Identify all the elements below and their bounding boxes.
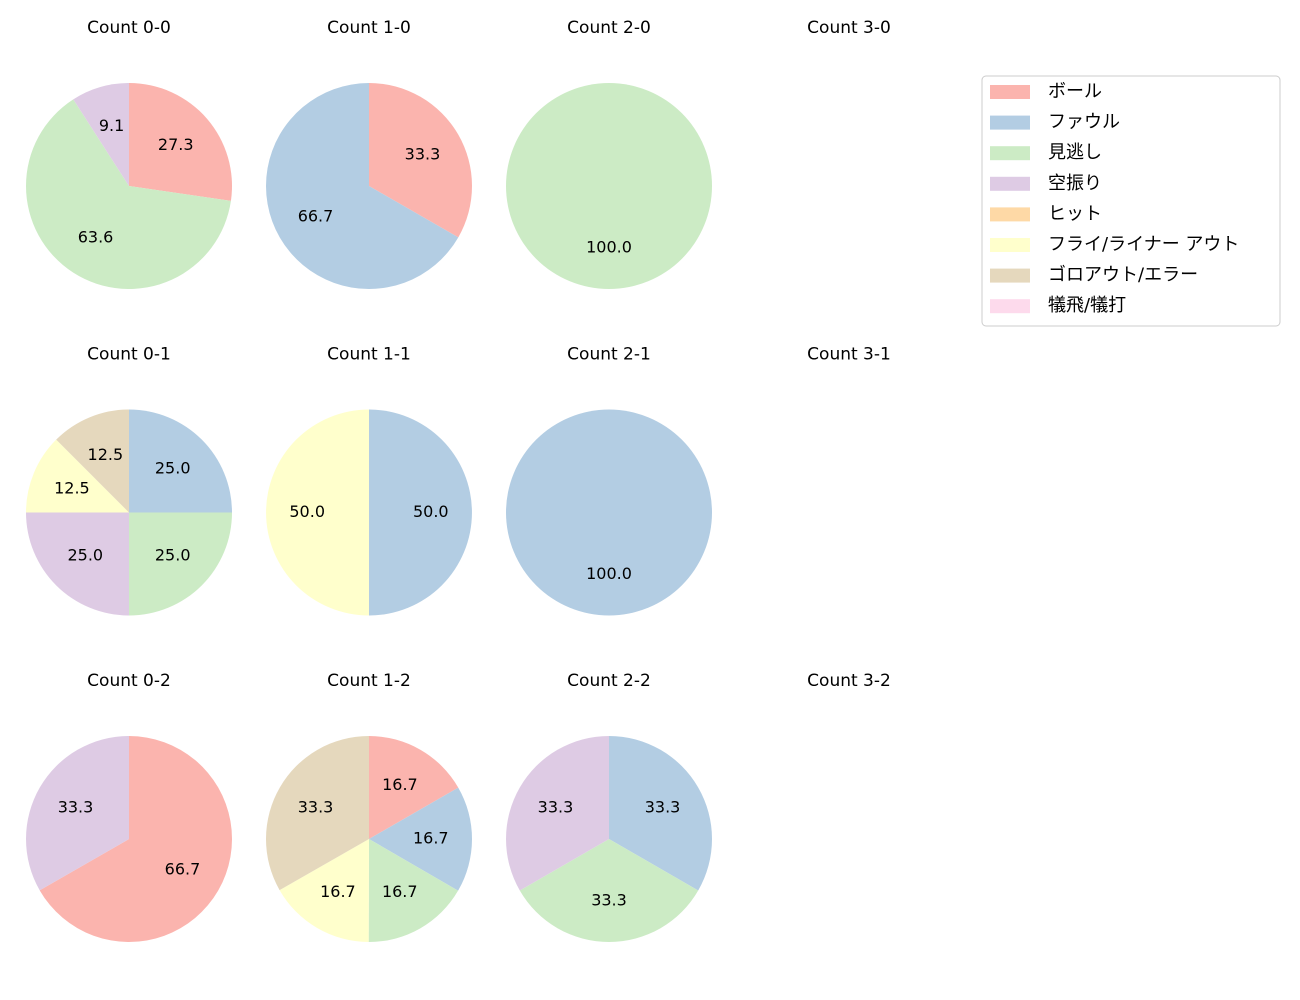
pie-wedge (266, 736, 369, 891)
pie-wedge (129, 83, 233, 201)
pie-wedge (39, 736, 233, 942)
pie-wedge (73, 83, 129, 186)
wedge-label: 12.5 (88, 445, 124, 464)
chart-title: Count 1-1 (327, 345, 411, 365)
wedge-label: 50.0 (413, 502, 449, 521)
chart-title: Count 0-2 (87, 671, 171, 691)
chart-title: Count 0-0 (87, 18, 171, 38)
legend-swatch (990, 207, 1030, 222)
pie-wedge (56, 409, 130, 513)
wedge-label: 63.6 (78, 227, 114, 246)
pie-wedge (519, 839, 699, 942)
legend-swatch (990, 115, 1030, 130)
wedge-label: 33.3 (298, 797, 334, 816)
legend-label: フライ/ライナー アウト (1048, 234, 1239, 255)
pie-wedge (506, 83, 712, 289)
pie-wedge (266, 409, 369, 616)
wedge-label: 16.7 (413, 829, 449, 848)
chart-title: Count 1-2 (327, 671, 411, 691)
legend-swatch (990, 176, 1030, 191)
wedge-label: 66.7 (298, 206, 334, 225)
chart-title: Count 0-1 (87, 345, 171, 365)
legend-label: 空振り (1048, 173, 1102, 194)
pie-wedge (369, 409, 472, 616)
chart-title: Count 3-2 (807, 671, 891, 691)
wedge-label: 25.0 (155, 458, 191, 477)
chart-title: Count 2-2 (567, 671, 651, 691)
legend-swatch (990, 85, 1030, 99)
pie-wedge (266, 83, 459, 290)
wedge-label: 33.3 (645, 798, 681, 817)
wedge-label: 16.7 (382, 775, 418, 794)
wedge-label: 27.3 (158, 135, 194, 154)
pie-wedge (506, 736, 609, 891)
wedge-label: 16.7 (382, 882, 418, 901)
legend-swatch (990, 299, 1030, 314)
legend-label: 見逃し (1048, 142, 1102, 163)
pie-wedge (129, 512, 232, 616)
pie-wedge (369, 787, 472, 891)
legend-swatch (990, 268, 1030, 283)
legend-swatch (990, 146, 1030, 161)
legend-swatch (990, 238, 1030, 252)
wedge-label: 66.7 (165, 859, 201, 878)
pie-wedge (26, 512, 129, 616)
legend-label: 犠飛/犠打 (1048, 295, 1126, 316)
chart-title: Count 1-0 (327, 18, 411, 38)
pie-wedge (26, 439, 129, 513)
wedge-label: 16.7 (320, 882, 356, 901)
legend-label: ファウル (1048, 112, 1120, 133)
wedge-label: 25.0 (155, 546, 191, 565)
pie-wedge (26, 99, 231, 289)
wedge-label: 25.0 (67, 546, 103, 565)
chart-title: Count 3-1 (807, 345, 891, 365)
pie-wedge (279, 839, 369, 942)
pie-wedge (369, 736, 459, 839)
pie-wedge (369, 83, 472, 238)
wedge-label: 33.3 (58, 798, 94, 817)
pie-wedge (506, 409, 712, 616)
wedge-label: 33.3 (591, 890, 627, 909)
wedge-label: 33.3 (538, 798, 574, 817)
chart-title: Count 2-0 (567, 18, 651, 38)
pie-wedge (26, 736, 129, 891)
wedge-label: 12.5 (54, 478, 90, 497)
wedge-label: 100.0 (586, 237, 632, 256)
wedge-label: 33.3 (405, 145, 441, 164)
wedge-label: 100.0 (586, 564, 632, 583)
pie-wedge (129, 409, 232, 513)
wedge-label: 9.1 (99, 116, 124, 135)
chart-title: Count 3-0 (807, 18, 891, 38)
legend-label: ゴロアウト/エラー (1048, 265, 1198, 286)
legend-label: ヒット (1048, 203, 1102, 224)
legend-box (981, 75, 1281, 327)
pie-wedge (368, 839, 459, 942)
chart-title: Count 2-1 (567, 345, 651, 365)
pie-wedge (609, 736, 712, 891)
wedge-label: 50.0 (289, 502, 325, 521)
legend-label: ボール (1048, 81, 1102, 102)
